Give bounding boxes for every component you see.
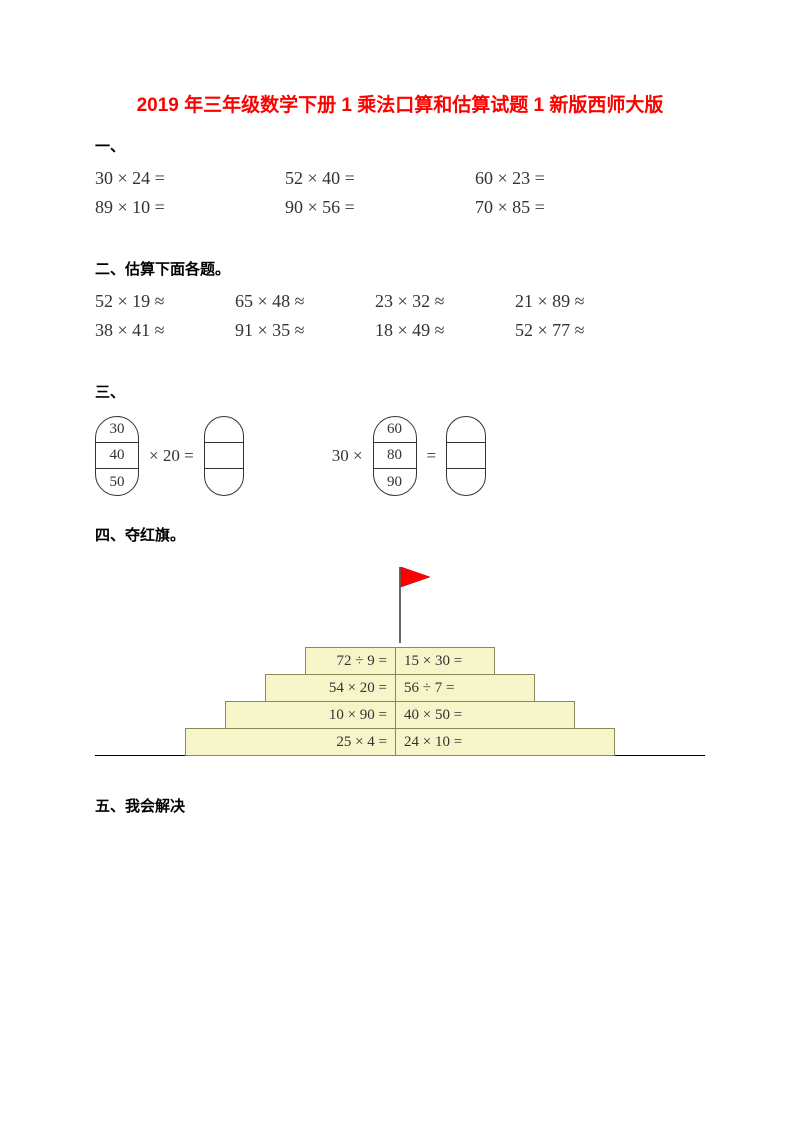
operator: × 20 = [149,446,194,466]
eq: 70 × 85 = [475,197,665,218]
pyramid-cell: 10 × 90 = [225,701,395,729]
section-5-label: 五、我会解决 [95,795,705,816]
eq: 52 × 77 ≈ [515,320,655,341]
eq: 89 × 10 = [95,197,285,218]
pyramid-cell: 72 ÷ 9 = [305,647,395,675]
flag-icon [400,565,434,600]
page-title: 2019 年三年级数学下册 1 乘法口算和估算试题 1 新版西师大版 [95,90,705,117]
eq: 18 × 49 ≈ [375,320,515,341]
eq: 52 × 40 = [285,168,475,189]
section-3-capsules: 30 40 50 × 20 = 30 × 60 80 90 = [95,416,705,496]
pyramid-cell: 54 × 20 = [265,674,395,702]
eq: 60 × 23 = [475,168,665,189]
eq: 65 × 48 ≈ [235,291,375,312]
eq: 23 × 32 ≈ [375,291,515,312]
eq: 21 × 89 ≈ [515,291,655,312]
pyramid-cell: 40 × 50 = [395,701,575,729]
section-3-label: 三、 [95,381,705,402]
capsule-blank [204,416,244,496]
operator: 30 × [332,446,363,466]
pyramid-cell: 24 × 10 = [395,728,615,756]
pyramid-cell: 15 × 30 = [395,647,495,675]
eq: 30 × 24 = [95,168,285,189]
pyramid-cell: 56 ÷ 7 = [395,674,535,702]
section-2-label: 二、估算下面各题。 [95,258,705,279]
pyramid-cell: 25 × 4 = [185,728,395,756]
capsule-input: 60 80 90 [373,416,417,496]
section-1-grid: 30 × 24 = 52 × 40 = 60 × 23 = 89 × 10 = … [95,168,705,218]
eq: 38 × 41 ≈ [95,320,235,341]
eq: 90 × 56 = [285,197,475,218]
section-4-label: 四、夺红旗。 [95,524,705,545]
capsule-input: 30 40 50 [95,416,139,496]
pyramid: 72 ÷ 9 =15 × 30 =54 × 20 =56 ÷ 7 =10 × 9… [95,565,705,765]
eq: 52 × 19 ≈ [95,291,235,312]
eq: 91 × 35 ≈ [235,320,375,341]
operator: = [427,446,437,466]
section-2-grid: 52 × 19 ≈ 65 × 48 ≈ 23 × 32 ≈ 21 × 89 ≈ … [95,291,705,341]
section-1-label: 一、 [95,135,705,156]
capsule-blank [446,416,486,496]
